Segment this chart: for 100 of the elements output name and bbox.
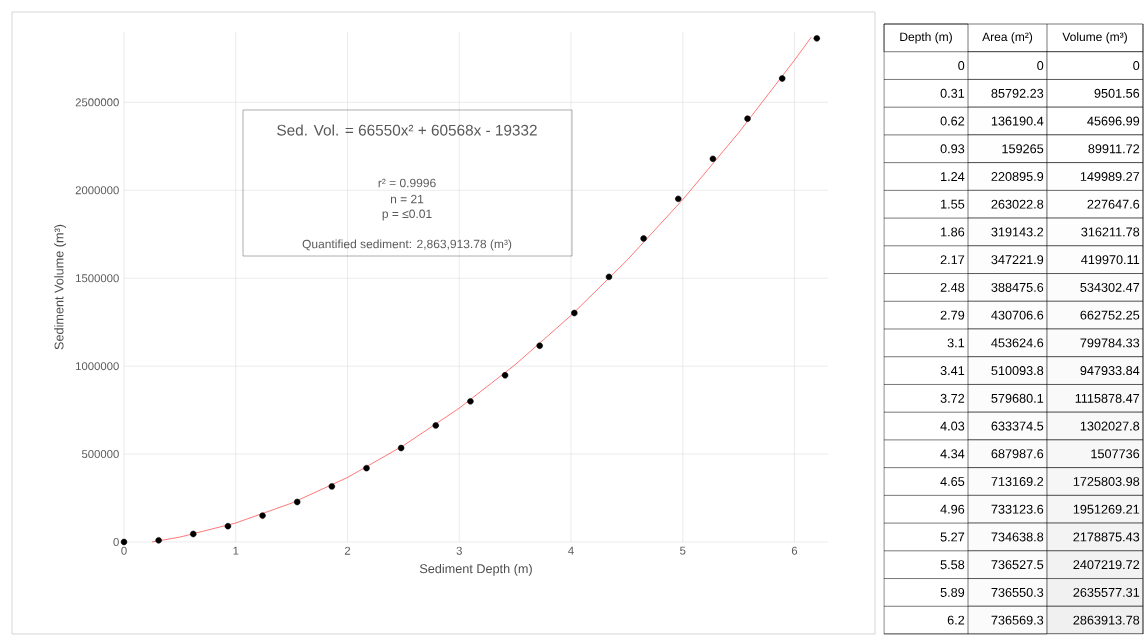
point	[432, 422, 439, 429]
y-tick-label: 0.31	[940, 88, 965, 98]
x-tick-label: 6	[791, 546, 798, 555]
point	[640, 235, 647, 242]
data-label: 220895.9	[991, 172, 1044, 181]
data-label: 1951269.21	[1073, 504, 1140, 514]
annotation: n = 21	[390, 194, 424, 204]
x-tick-label: Area (m²)	[982, 32, 1033, 44]
data-label: 534302.47	[1080, 282, 1140, 292]
data-label: 662752.25	[1080, 310, 1140, 320]
point	[536, 342, 543, 349]
data-label: 2863913.78	[1073, 615, 1140, 625]
y-tick-label: 5.58	[940, 560, 965, 570]
y-tick-label: 2.48	[940, 282, 965, 292]
data-label: 89911.72	[1088, 144, 1140, 154]
y-tick-label: 2000000	[75, 186, 119, 195]
data-label: 734638.8	[991, 532, 1044, 542]
data-label: 319143.2	[991, 227, 1044, 237]
data-label: 347221.9	[991, 255, 1044, 265]
data-label: 510093.8	[991, 366, 1044, 376]
data-label: 1115878.47	[1075, 393, 1140, 403]
y-tick-label: 0.62	[940, 116, 965, 126]
point	[571, 309, 578, 317]
data-label: 1302027.8	[1080, 421, 1140, 431]
data-label: 579680.1	[991, 393, 1044, 403]
data-label: 430706.6	[991, 310, 1044, 320]
y-axis-title: Sediment Volume (m³)	[54, 224, 67, 350]
point	[813, 35, 821, 42]
point	[328, 483, 336, 490]
data-label: 733123.6	[991, 504, 1044, 514]
point	[778, 75, 786, 82]
y-tick-label: 3.1	[947, 338, 965, 348]
point	[190, 530, 197, 538]
y-tick-label: 1.86	[941, 227, 965, 237]
y-tick-label: 3.41	[940, 366, 965, 376]
data-label: 736550.3	[991, 587, 1044, 597]
y-tick-label: 0	[113, 538, 119, 547]
annotation: Sed. Vol. = 66550x² + 60568x - 19332	[277, 124, 537, 136]
point	[155, 537, 162, 544]
data-label: 736527.5	[991, 560, 1044, 570]
y-tick-label: 1.24	[941, 172, 965, 181]
point	[675, 195, 682, 203]
annotation: Quantified sediment: 2,863,913.78 (m³)	[302, 239, 512, 251]
x-tick-label: 4	[568, 546, 574, 555]
data-label: 633374.5	[991, 421, 1044, 431]
y-tick-label: 2500000	[75, 98, 119, 107]
point	[363, 464, 370, 472]
x-tick-label: 3	[456, 546, 462, 555]
data-label: 9501.56	[1094, 88, 1140, 98]
x-tick-label: 5	[680, 546, 686, 555]
y-tick-label: 1.55	[941, 199, 965, 209]
data-label: 2178875.43	[1073, 532, 1140, 542]
annotation: p = ≤0.01	[382, 209, 432, 221]
y-tick-label: 5.89	[940, 587, 965, 597]
point	[120, 538, 128, 546]
point	[224, 522, 232, 530]
data-label: 0	[1133, 61, 1140, 71]
data-label: 419970.11	[1081, 255, 1140, 265]
x-tick-label: Volume (m³)	[1062, 32, 1127, 44]
point	[744, 115, 751, 122]
x-axis-title: Sediment Depth (m)	[419, 563, 532, 576]
y-tick-label: 6.2	[947, 615, 965, 625]
y-tick-label: 5.27	[940, 532, 965, 542]
point	[709, 155, 717, 163]
data-label: 316211.78	[1081, 227, 1140, 237]
data-label: 149989.27	[1080, 172, 1140, 181]
y-tick-label: 2.79	[940, 310, 965, 320]
y-tick-label: 1500000	[76, 274, 119, 283]
y-tick-label: 0.93	[940, 144, 965, 154]
y-tick-label: 2.17	[940, 255, 965, 265]
data-label: 687987.6	[991, 449, 1044, 459]
data-label: 947933.84	[1080, 366, 1140, 376]
data-label: 388475.6	[991, 282, 1044, 292]
data-label: 0	[1037, 61, 1044, 71]
x-tick-label: 2	[344, 546, 351, 555]
data-label: 736569.3	[991, 615, 1044, 625]
y-tick-label: 1000000	[76, 362, 119, 371]
y-axis-title: Depth (m)	[900, 32, 952, 44]
y-tick-label: 500000	[81, 450, 119, 459]
point	[467, 398, 474, 405]
data-label: 453624.6	[991, 338, 1044, 348]
y-tick-label: 4.65	[940, 477, 965, 486]
x-tick-label: 0	[121, 546, 127, 555]
y-tick-label: 4.03	[940, 421, 965, 431]
data-label: 159265	[1002, 144, 1044, 154]
y-tick-label: 3.72	[940, 393, 965, 403]
y-tick-label: 0	[958, 61, 965, 71]
point	[397, 444, 405, 452]
data-label: 1507736	[1091, 449, 1140, 459]
data-label: 136190.4	[991, 116, 1044, 126]
point	[605, 273, 613, 281]
annotation: r² = 0.9996	[378, 178, 436, 188]
data-label: 1725803.98	[1073, 477, 1140, 486]
y-tick-label: 4.34	[940, 449, 965, 459]
data-label: 2635577.31	[1073, 587, 1140, 597]
point	[259, 512, 266, 519]
data-label: 263022.8	[991, 199, 1044, 209]
point	[294, 498, 301, 506]
data-label: 713169.2	[991, 477, 1044, 486]
x-tick-label: 1	[233, 546, 239, 555]
